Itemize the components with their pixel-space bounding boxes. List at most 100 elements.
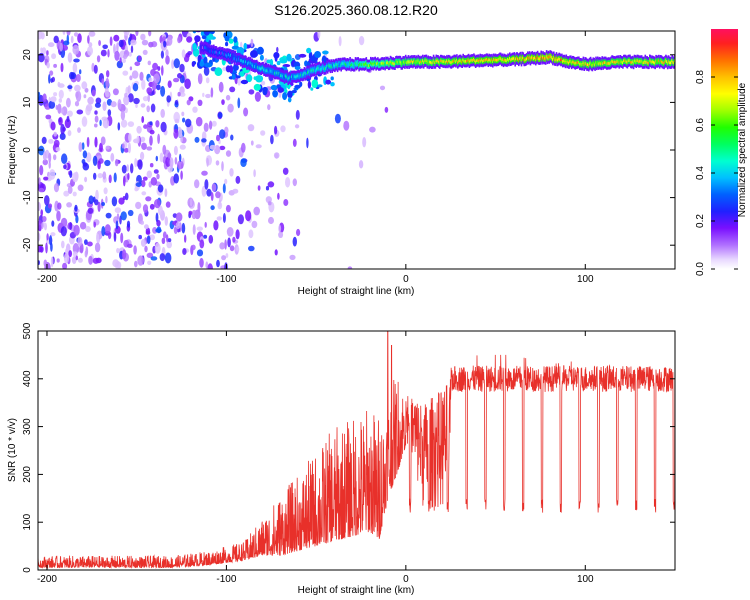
track-core xyxy=(247,61,250,65)
noise-blob xyxy=(63,190,70,197)
noise-blob xyxy=(124,92,128,98)
noise-blob xyxy=(272,90,278,98)
noise-blob xyxy=(126,243,133,248)
track-core xyxy=(378,63,381,67)
noise-blob xyxy=(167,238,172,243)
noise-blob xyxy=(94,115,99,123)
noise-blob xyxy=(105,91,110,98)
noise-blob xyxy=(108,174,112,184)
noise-blob xyxy=(142,204,149,213)
noise-blob xyxy=(49,70,54,76)
noise-blob xyxy=(110,101,117,108)
spectrogram-noise xyxy=(38,31,389,269)
track-core xyxy=(248,62,251,66)
track-core xyxy=(617,59,620,63)
noise-blob xyxy=(179,63,185,73)
noise-blob xyxy=(130,163,134,174)
track-core xyxy=(453,59,455,63)
noise-blob xyxy=(174,128,178,134)
noise-blob xyxy=(150,177,158,186)
noise-blob xyxy=(42,159,48,166)
noise-blob xyxy=(134,61,141,67)
noise-blob xyxy=(139,71,144,81)
noise-blob xyxy=(42,93,47,102)
noise-blob xyxy=(169,157,174,168)
noise-blob xyxy=(194,136,200,143)
noise-blob xyxy=(211,120,217,127)
track-core xyxy=(306,70,308,73)
track-core xyxy=(416,61,419,64)
noise-blob xyxy=(330,76,334,81)
noise-blob xyxy=(77,184,84,192)
track-core xyxy=(586,63,588,67)
track-core xyxy=(579,62,582,66)
noise-blob xyxy=(219,145,226,151)
track-core xyxy=(436,59,438,63)
track-core xyxy=(503,58,506,62)
noise-blob xyxy=(330,82,335,87)
noise-blob xyxy=(46,61,50,69)
track-core xyxy=(266,69,269,73)
track-core xyxy=(391,62,394,65)
track-core xyxy=(545,54,548,58)
noise-blob xyxy=(153,73,160,84)
noise-blob xyxy=(257,185,261,191)
track-core xyxy=(537,57,540,60)
noise-blob xyxy=(69,71,75,80)
noise-blob xyxy=(166,234,169,243)
track-core xyxy=(232,54,235,58)
noise-blob xyxy=(369,126,376,133)
noise-blob xyxy=(98,40,101,46)
track-core xyxy=(480,59,482,63)
track-core xyxy=(236,58,238,62)
colorbar: 0.0 0.2 0.4 0.6 0.8 Normalized spectral ampl… xyxy=(695,29,748,276)
track-core xyxy=(597,62,600,66)
noise-blob xyxy=(221,255,227,261)
noise-blob xyxy=(277,87,285,93)
noise-blob xyxy=(203,56,208,65)
track-core xyxy=(331,65,333,69)
track-core xyxy=(605,62,608,66)
track-core xyxy=(233,57,236,61)
track-core xyxy=(274,71,276,75)
track-core xyxy=(646,60,648,64)
noise-blob xyxy=(166,240,172,249)
track-core xyxy=(326,66,329,70)
noise-blob xyxy=(112,88,119,96)
track-core xyxy=(509,57,511,60)
noise-blob xyxy=(149,135,153,146)
noise-blob xyxy=(121,249,127,260)
track-core xyxy=(342,62,344,65)
noise-blob xyxy=(177,36,182,44)
track-core xyxy=(663,61,665,65)
noise-blob xyxy=(78,142,83,152)
noise-blob xyxy=(94,242,101,253)
noise-blob xyxy=(76,109,84,115)
noise-blob xyxy=(166,36,173,46)
noise-blob xyxy=(135,31,139,37)
track-core xyxy=(230,56,233,60)
track-core xyxy=(520,59,523,62)
track-core xyxy=(361,63,364,66)
noise-blob xyxy=(162,231,167,239)
track-core xyxy=(513,56,516,60)
track-core xyxy=(364,62,367,66)
noise-blob xyxy=(128,51,132,57)
noise-blob xyxy=(222,183,226,194)
track-core xyxy=(321,66,324,70)
noise-blob xyxy=(141,39,149,46)
noise-blob xyxy=(97,160,101,170)
track-core xyxy=(221,51,224,55)
track-core xyxy=(577,61,579,64)
noise-blob xyxy=(123,31,130,36)
noise-blob xyxy=(67,52,73,63)
track-core xyxy=(572,60,575,64)
track-core xyxy=(650,61,653,64)
track-core xyxy=(428,61,430,65)
noise-blob xyxy=(273,52,280,59)
noise-blob xyxy=(38,52,45,63)
noise-blob xyxy=(362,137,367,148)
noise-blob xyxy=(167,152,172,159)
track-core xyxy=(612,60,614,64)
